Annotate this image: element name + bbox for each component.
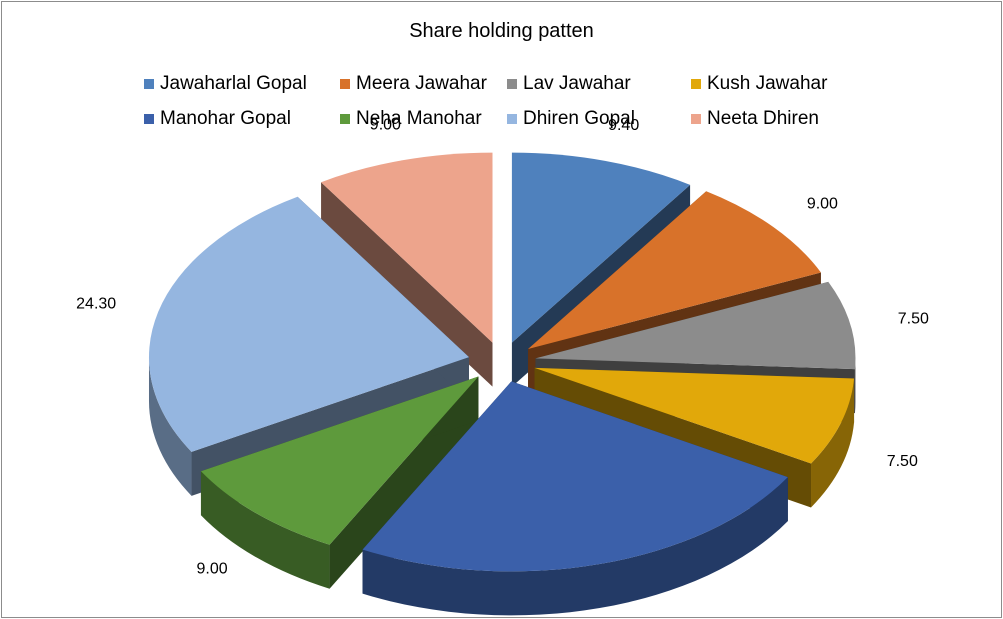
data-label: 9.40 — [608, 117, 639, 134]
legend-label: Neeta Dhiren — [707, 107, 819, 129]
legend-item-lav-jawahar: Lav Jawahar — [507, 73, 691, 95]
pie-slice-top — [511, 152, 691, 343]
pie-slice-wall — [811, 378, 855, 508]
pie-slice-top — [534, 367, 855, 464]
pie-slice-top — [528, 191, 821, 350]
legend-row: Manohar Gopal Neha Manohar Dhiren Gopal … — [144, 101, 864, 136]
pie-slice-top — [148, 196, 469, 452]
legend-swatch — [691, 78, 701, 89]
legend-label: Kush Jawahar — [707, 72, 828, 94]
data-label: 7.50 — [898, 311, 929, 328]
chart-title: Share holding patten — [409, 20, 594, 42]
data-label: 9.00 — [196, 560, 227, 577]
data-label: 9.00 — [370, 116, 401, 133]
legend-item-jawaharlal-gopal: Jawaharlal Gopal — [144, 73, 340, 95]
legend-label: Neha Manohar — [356, 107, 482, 129]
pie-slice-top — [200, 376, 479, 545]
data-label: 7.50 — [887, 453, 918, 470]
legend-label: Lav Jawahar — [523, 72, 631, 94]
pie-slice — [321, 152, 493, 387]
legend-swatch — [507, 113, 517, 124]
legend-label: Jawaharlal Gopal — [160, 72, 307, 94]
legend-item-neeta-dhiren: Neeta Dhiren — [691, 108, 851, 130]
pie-slice-top — [362, 381, 788, 572]
legend-swatch — [340, 113, 350, 124]
legend-swatch — [340, 78, 350, 89]
legend-swatch — [507, 78, 517, 89]
pie-slice-wall — [148, 357, 192, 496]
legend-item-neha-manohar: Neha Manohar — [340, 108, 507, 130]
legend-item-meera-jawahar: Meera Jawahar — [340, 73, 507, 95]
pie-slice-wall — [854, 358, 856, 414]
chart-legend: Jawaharlal Gopal Meera Jawahar Lav Jawah… — [144, 66, 864, 136]
data-label: 24.30 — [76, 295, 116, 312]
data-label: 9.00 — [807, 195, 838, 212]
pie-slice — [362, 381, 788, 616]
pie-slice-top — [321, 152, 493, 343]
legend-row: Jawaharlal Gopal Meera Jawahar Lav Jawah… — [144, 66, 864, 101]
legend-item-manohar-gopal: Manohar Gopal — [144, 108, 340, 130]
pie-slice-wall — [200, 471, 330, 589]
pie-slice-wall — [362, 477, 788, 616]
legend-item-kush-jawahar: Kush Jawahar — [691, 73, 851, 95]
legend-label: Manohar Gopal — [160, 107, 291, 129]
legend-swatch — [691, 113, 701, 124]
pie-slice-top — [535, 281, 856, 370]
pie-slice — [200, 376, 479, 589]
legend-item-dhiren-gopal: Dhiren Gopal — [507, 108, 691, 130]
legend-label: Dhiren Gopal — [523, 107, 635, 129]
legend-swatch — [144, 78, 154, 89]
legend-swatch — [144, 113, 154, 124]
legend-label: Meera Jawahar — [356, 72, 487, 94]
pie-slice-side — [321, 182, 493, 387]
